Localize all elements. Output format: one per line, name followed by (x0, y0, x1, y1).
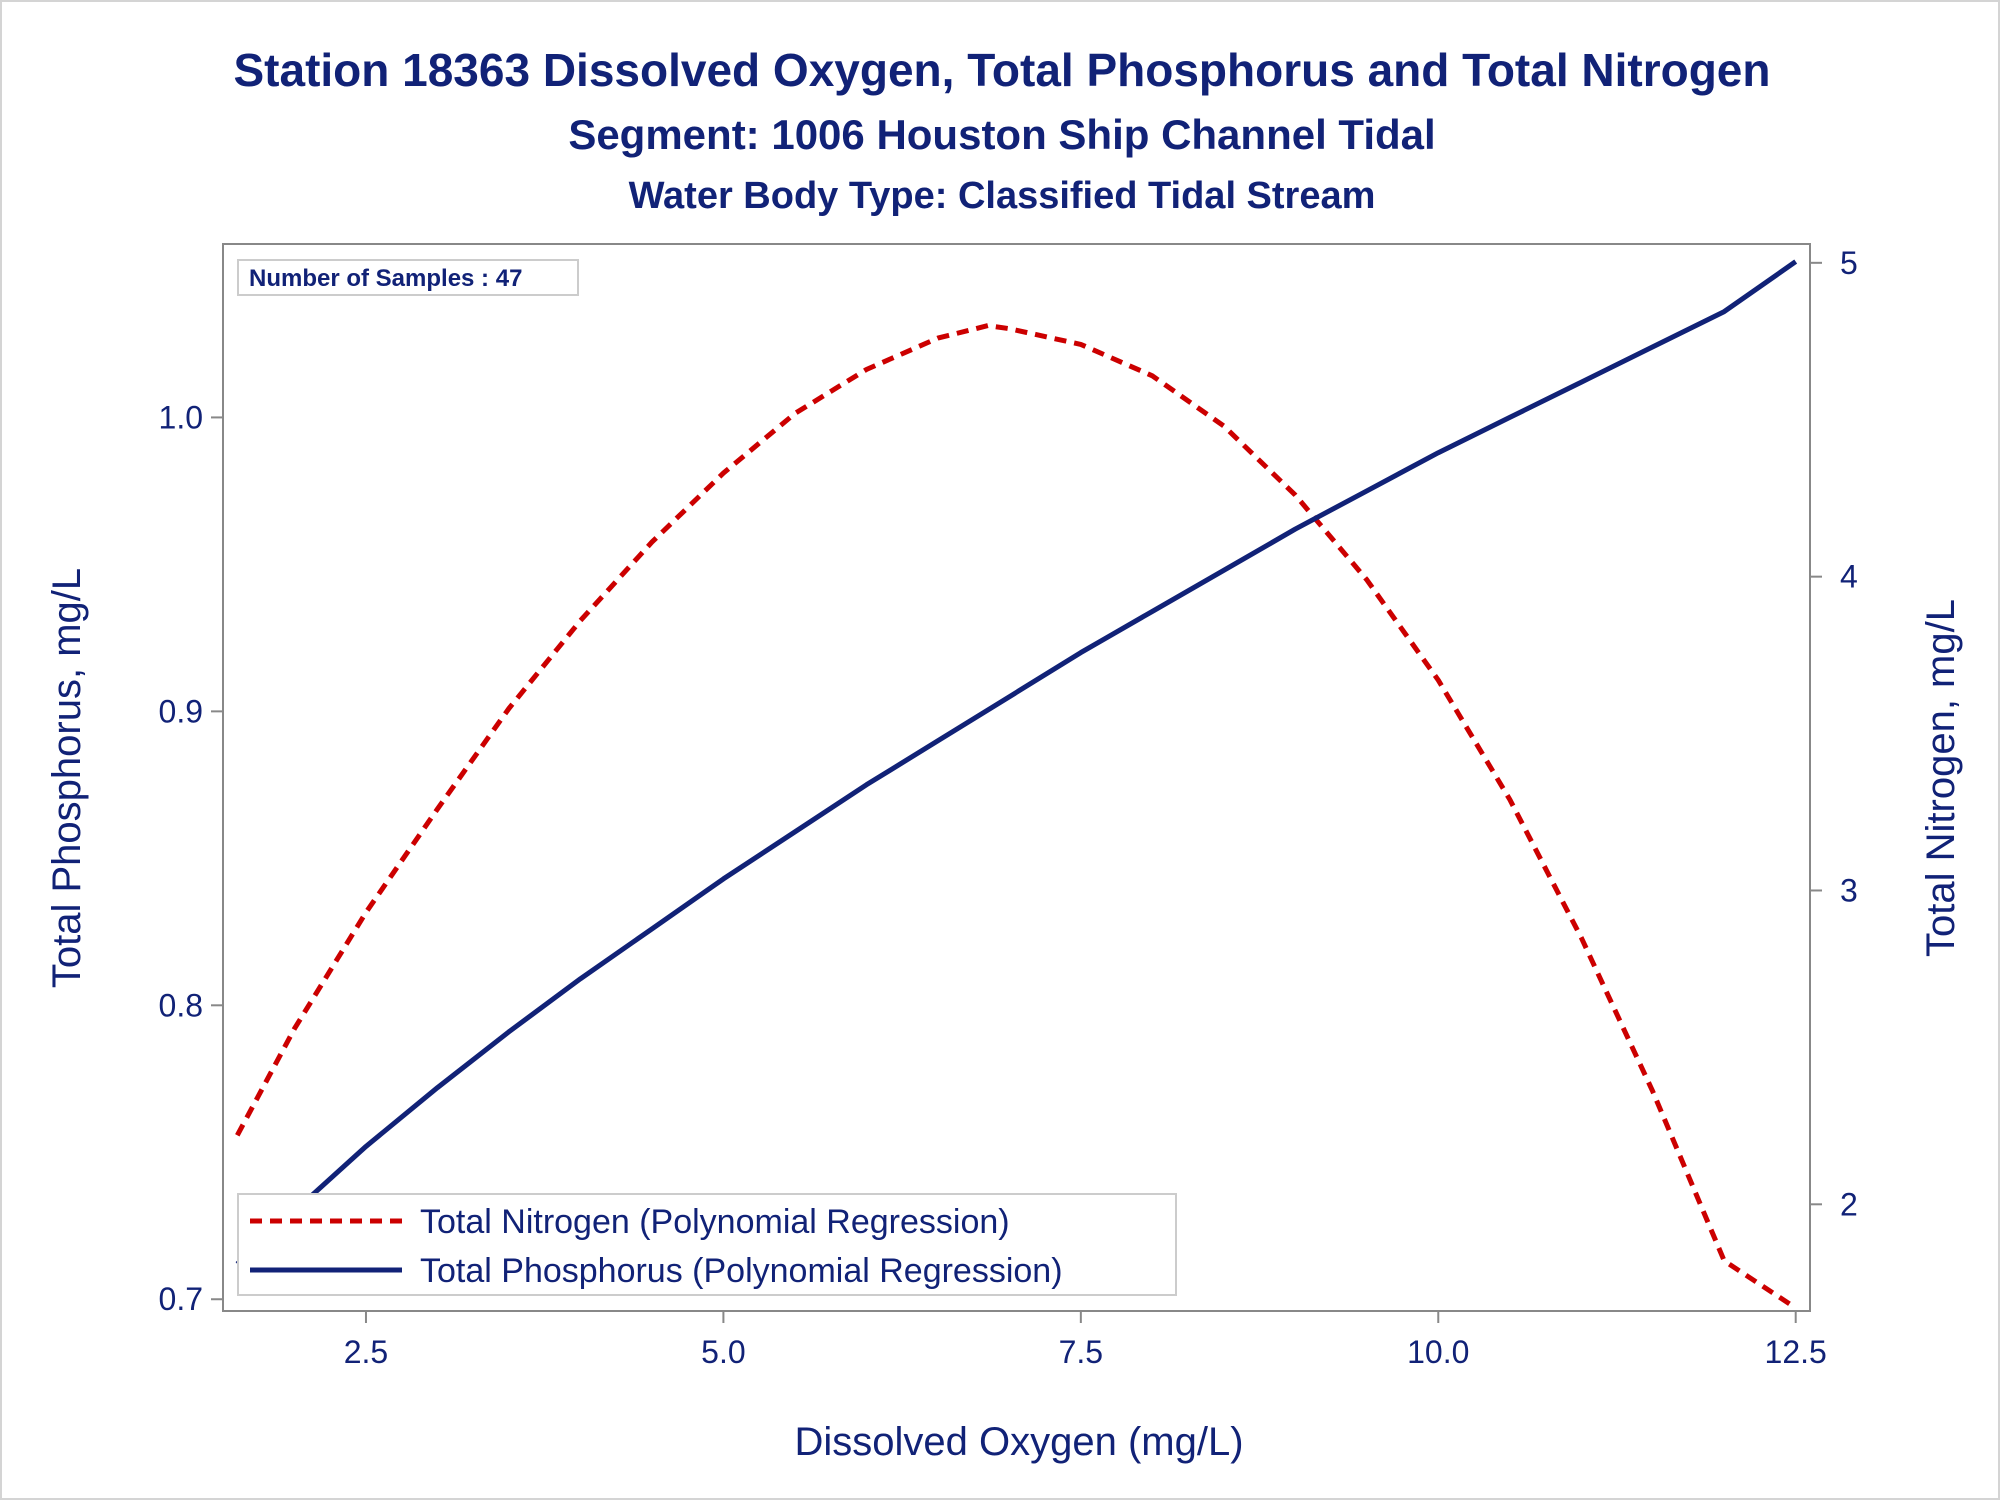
x-tick-label: 10.0 (1407, 1334, 1469, 1370)
series-lines (235, 259, 1798, 1310)
y-tick-label: 0.9 (159, 693, 203, 729)
chart-subtitle: Segment: 1006 Houston Ship Channel Tidal (568, 111, 1435, 158)
sample-count-text: Number of Samples : 47 (249, 265, 522, 292)
y2-axis-label: Total Nitrogen, mg/L (1919, 599, 1963, 957)
x-tick-label: 7.5 (1059, 1334, 1103, 1370)
legend: Total Nitrogen (Polynomial Regression) T… (237, 1193, 1177, 1296)
legend-label-phosphorus: Total Phosphorus (Polynomial Regression) (420, 1252, 1063, 1290)
y-tick-label: 1.0 (159, 399, 203, 435)
y2-tick-label: 3 (1840, 872, 1858, 908)
legend-label-nitrogen: Total Nitrogen (Polynomial Regression) (420, 1203, 1010, 1241)
nitrogen-regression-line (235, 323, 1798, 1310)
y2-tick-label: 4 (1840, 559, 1858, 595)
phosphorus-regression-line (235, 259, 1798, 1266)
y2-tick-label: 5 (1840, 245, 1858, 281)
y-axis-ticks: 0.7 0.8 0.9 1.0 (159, 399, 223, 1317)
x-tick-label: 2.5 (344, 1334, 388, 1370)
x-tick-label: 5.0 (701, 1334, 745, 1370)
legend-border (237, 1193, 1177, 1296)
sample-count-border (237, 259, 579, 296)
y-axis-label: Total Phosphorus, mg/L (45, 568, 89, 988)
chart-subtitle-2: Water Body Type: Classified Tidal Stream (629, 175, 1376, 217)
sample-count-box: Number of Samples : 47 (237, 259, 579, 296)
x-tick-label: 12.5 (1765, 1334, 1827, 1370)
y-tick-label: 0.8 (159, 987, 203, 1023)
y2-axis-ticks: 2 3 4 5 (1810, 245, 1858, 1222)
plot-area (222, 243, 1811, 1312)
y-tick-label: 0.7 (159, 1281, 203, 1317)
chart-title: Station 18363 Dissolved Oxygen, Total Ph… (233, 44, 1770, 96)
x-axis-ticks: 2.5 5.0 7.5 10.0 12.5 (344, 1311, 1827, 1370)
x-axis-label: Dissolved Oxygen (mg/L) (794, 1420, 1243, 1464)
y2-tick-label: 2 (1840, 1186, 1858, 1222)
